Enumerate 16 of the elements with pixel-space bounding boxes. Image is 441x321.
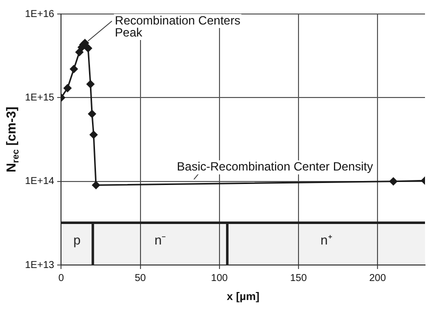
x-tick-label: 50 [134,272,146,284]
y-tick-label: 1E+14 [24,176,55,188]
y-tick-label: 1E+13 [24,260,55,271]
band-label: p [73,232,81,248]
annotation: Basic-Recombination Center Density [176,160,373,174]
band-label: n⁻ [154,232,166,248]
annotation: Recombination Centers Peak [114,13,240,40]
y-tick-label: 1E+15 [24,92,55,104]
y-axis-title: Nrec [cm-3] [4,106,20,172]
x-axis-title: x [µm] [226,291,260,304]
y-tick-label: 1E+16 [24,8,55,20]
x-tick-label: 150 [290,272,308,284]
band-label: n⁺ [320,232,332,248]
x-tick-label: 100 [211,272,228,284]
x-tick-label: 200 [369,272,386,284]
x-tick-label: 0 [58,272,64,284]
